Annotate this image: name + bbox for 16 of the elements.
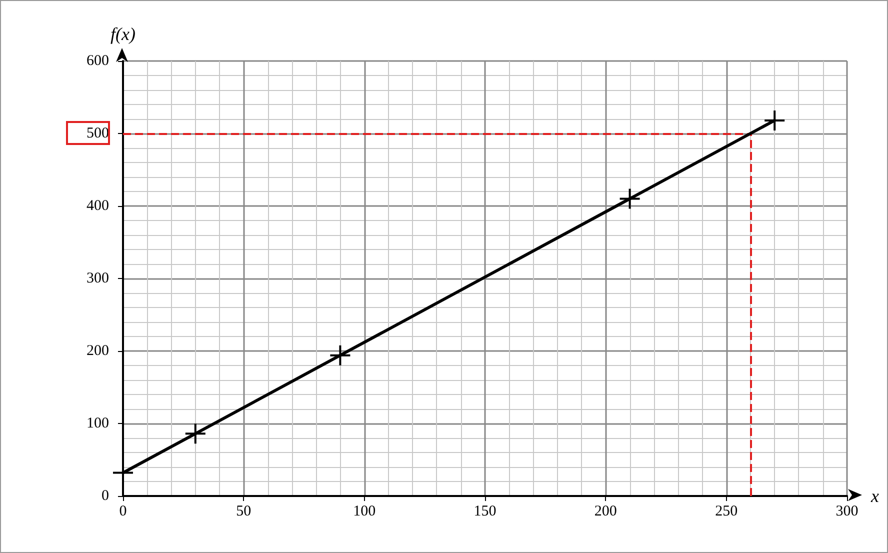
x-tick-label: 250 (715, 504, 738, 520)
x-tick-label: 200 (594, 504, 617, 520)
x-tick-label: 150 (474, 504, 496, 520)
y-tick-label: 400 (86, 198, 109, 214)
y-tick-label: 500 (86, 126, 109, 142)
y-tick-label: 300 (86, 270, 109, 286)
x-axis-title: x (870, 486, 879, 506)
y-tick-label: 0 (102, 488, 109, 504)
y-axis-title: f(x) (110, 24, 136, 44)
x-tick-label: 0 (119, 504, 127, 520)
y-tick-label: 100 (86, 416, 109, 432)
x-tick-label: 50 (236, 504, 252, 520)
x-tick-label: 300 (836, 504, 858, 520)
y-tick-label: 600 (86, 53, 109, 69)
y-tick-label: 200 (86, 343, 109, 359)
x-tick-label: 100 (353, 504, 376, 520)
